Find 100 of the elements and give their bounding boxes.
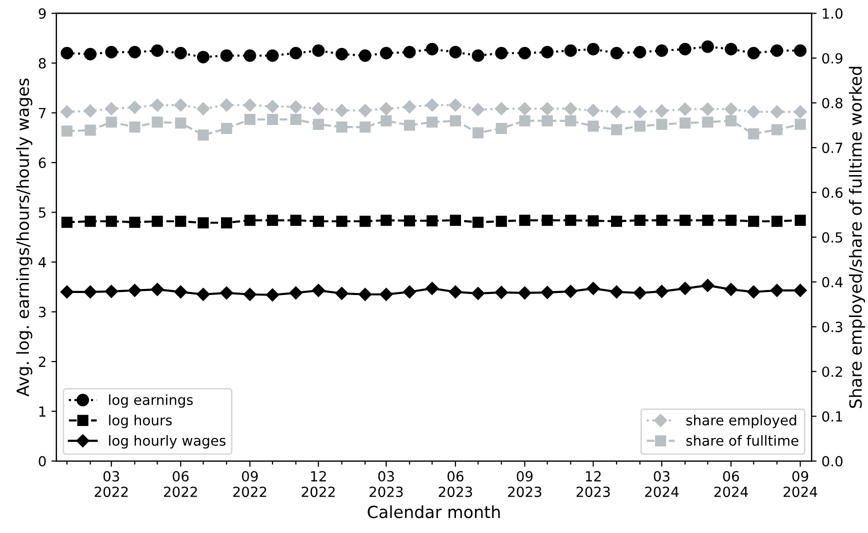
point: [129, 216, 140, 228]
point: [472, 216, 484, 228]
point: [335, 286, 348, 300]
point: [680, 214, 691, 226]
point: [448, 98, 462, 112]
point: [312, 284, 325, 297]
y-tick-label: 8: [38, 58, 46, 69]
y-axis-title: Avg. log. earnings/hours/hourly wages: [16, 78, 32, 397]
point: [104, 284, 118, 298]
point: [655, 104, 668, 118]
legend-label: log hours: [109, 414, 172, 428]
point: [519, 115, 530, 126]
point: [472, 103, 485, 116]
y-tick-label: 5: [38, 207, 46, 218]
x-tick-label: 06 2022: [164, 471, 197, 498]
point: [633, 286, 646, 300]
point: [380, 115, 392, 126]
point: [290, 46, 302, 60]
point: [175, 117, 186, 129]
point: [360, 216, 371, 227]
point: [426, 116, 438, 128]
point: [472, 286, 485, 300]
point: [678, 42, 692, 56]
x-tick-label: 09 2022: [233, 471, 266, 498]
point: [84, 104, 97, 118]
x-tick-label: 12 2022: [302, 471, 335, 498]
point: [634, 46, 646, 58]
point: [450, 214, 462, 226]
point: [770, 284, 784, 297]
point: [266, 114, 278, 125]
x-tick-label: 09 2024: [784, 471, 818, 498]
point: [244, 114, 256, 125]
point: [289, 100, 302, 114]
point: [312, 102, 325, 116]
point: [656, 214, 668, 226]
point: [633, 105, 646, 118]
point: [494, 102, 508, 116]
legend-label: log hourly wages: [109, 435, 226, 449]
point: [266, 288, 280, 302]
point: [221, 217, 232, 228]
x-axis-title: Calendar month: [368, 505, 500, 518]
point: [336, 48, 348, 60]
point: [152, 216, 163, 227]
point: [198, 217, 209, 228]
point: [358, 288, 372, 301]
point: [656, 118, 668, 130]
point: [198, 130, 209, 141]
point: [426, 282, 439, 295]
point: [588, 215, 599, 226]
point: [634, 214, 646, 226]
point: [610, 105, 624, 118]
point: [105, 46, 118, 58]
point: [244, 214, 256, 226]
point: [678, 282, 692, 295]
point: [426, 42, 438, 56]
point: [450, 115, 462, 126]
x-tick-label: 03 2023: [370, 471, 403, 498]
x-tick-label: 12 2023: [576, 471, 610, 498]
point: [542, 214, 553, 226]
point: [60, 285, 74, 298]
point: [564, 44, 577, 57]
point: [610, 285, 624, 298]
point: [518, 46, 531, 60]
point: [634, 120, 646, 132]
point: [656, 44, 668, 57]
point: [426, 215, 438, 226]
point: [402, 285, 416, 298]
y-tick-label: 2: [38, 356, 46, 367]
point: [794, 105, 807, 118]
point: [244, 49, 256, 62]
point: [404, 215, 416, 226]
point: [152, 116, 163, 128]
point: [404, 120, 416, 131]
point: [496, 216, 507, 227]
y2-tick-label: 0.0: [822, 456, 842, 467]
point: [518, 102, 532, 116]
point: [794, 118, 806, 130]
point: [472, 49, 484, 62]
point: [312, 44, 325, 57]
point: [747, 285, 760, 298]
point: [565, 115, 576, 126]
point: [770, 44, 784, 57]
point: [748, 216, 760, 227]
point: [655, 284, 668, 298]
y2-axis-title: Share employed/share of fulltime worked: [848, 66, 866, 408]
point: [61, 126, 73, 137]
point: [84, 285, 97, 298]
point: [748, 128, 760, 140]
point: [540, 286, 554, 299]
point: [542, 115, 553, 126]
point: [702, 214, 714, 226]
point: [335, 104, 348, 118]
point: [106, 116, 117, 128]
point: [403, 46, 416, 58]
y2-tick-label: 0.8: [822, 98, 842, 108]
point: [106, 216, 117, 227]
y-tick-label: 3: [38, 306, 46, 318]
x-tick-label: 06 2023: [438, 471, 472, 498]
point: [541, 46, 554, 58]
point: [196, 102, 210, 116]
